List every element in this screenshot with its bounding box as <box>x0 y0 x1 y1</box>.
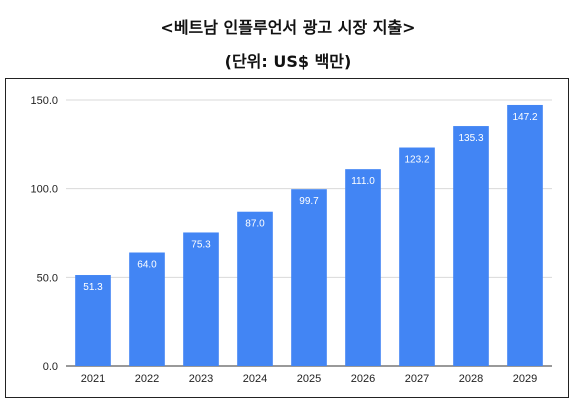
bar-value-label: 123.2 <box>404 155 429 166</box>
bar-value-label: 147.2 <box>512 112 537 123</box>
bar-value-label: 135.3 <box>458 133 483 144</box>
x-tick-label: 2026 <box>351 373 375 385</box>
bar-value-label: 87.0 <box>245 219 265 230</box>
y-tick-label: 0.0 <box>43 361 58 373</box>
x-tick-label: 2021 <box>81 373 105 385</box>
chart-title: <베트남 인플루언서 광고 시장 지출> <box>160 18 416 37</box>
bar <box>183 232 219 366</box>
chart-subtitle: (단위: US$ 백만) <box>224 52 352 71</box>
y-tick-label: 50.0 <box>37 272 58 284</box>
x-tick-label: 2023 <box>189 373 213 385</box>
bar-value-label: 64.0 <box>137 260 157 271</box>
bar <box>399 147 435 366</box>
y-tick-label: 150.0 <box>30 95 58 107</box>
x-tick-label: 2029 <box>513 373 537 385</box>
x-tick-label: 2028 <box>459 373 483 385</box>
chart-frame: 0.0 50.0 100.0 150.0 51.3 2021 64.0 2022 75.3 202… <box>5 78 569 398</box>
bar <box>129 252 165 366</box>
bar-value-label: 75.3 <box>191 239 211 250</box>
bar-value-label: 111.0 <box>351 176 375 187</box>
bar <box>453 126 489 367</box>
bar-value-label: 51.3 <box>83 282 103 293</box>
x-tick-label: 2024 <box>243 373 267 385</box>
bar-value-label: 99.7 <box>299 196 319 207</box>
bar-chart: 0.0 50.0 100.0 150.0 51.3 2021 64.0 2022 75.3 202… <box>30 95 552 385</box>
bar <box>291 189 327 366</box>
bar <box>75 275 111 366</box>
y-tick-label: 100.0 <box>30 184 58 196</box>
x-tick-label: 2022 <box>135 373 159 385</box>
x-tick-label: 2025 <box>297 373 321 385</box>
bar <box>237 211 273 366</box>
bar <box>507 104 543 366</box>
bar <box>345 169 381 366</box>
x-tick-label: 2027 <box>405 373 429 385</box>
